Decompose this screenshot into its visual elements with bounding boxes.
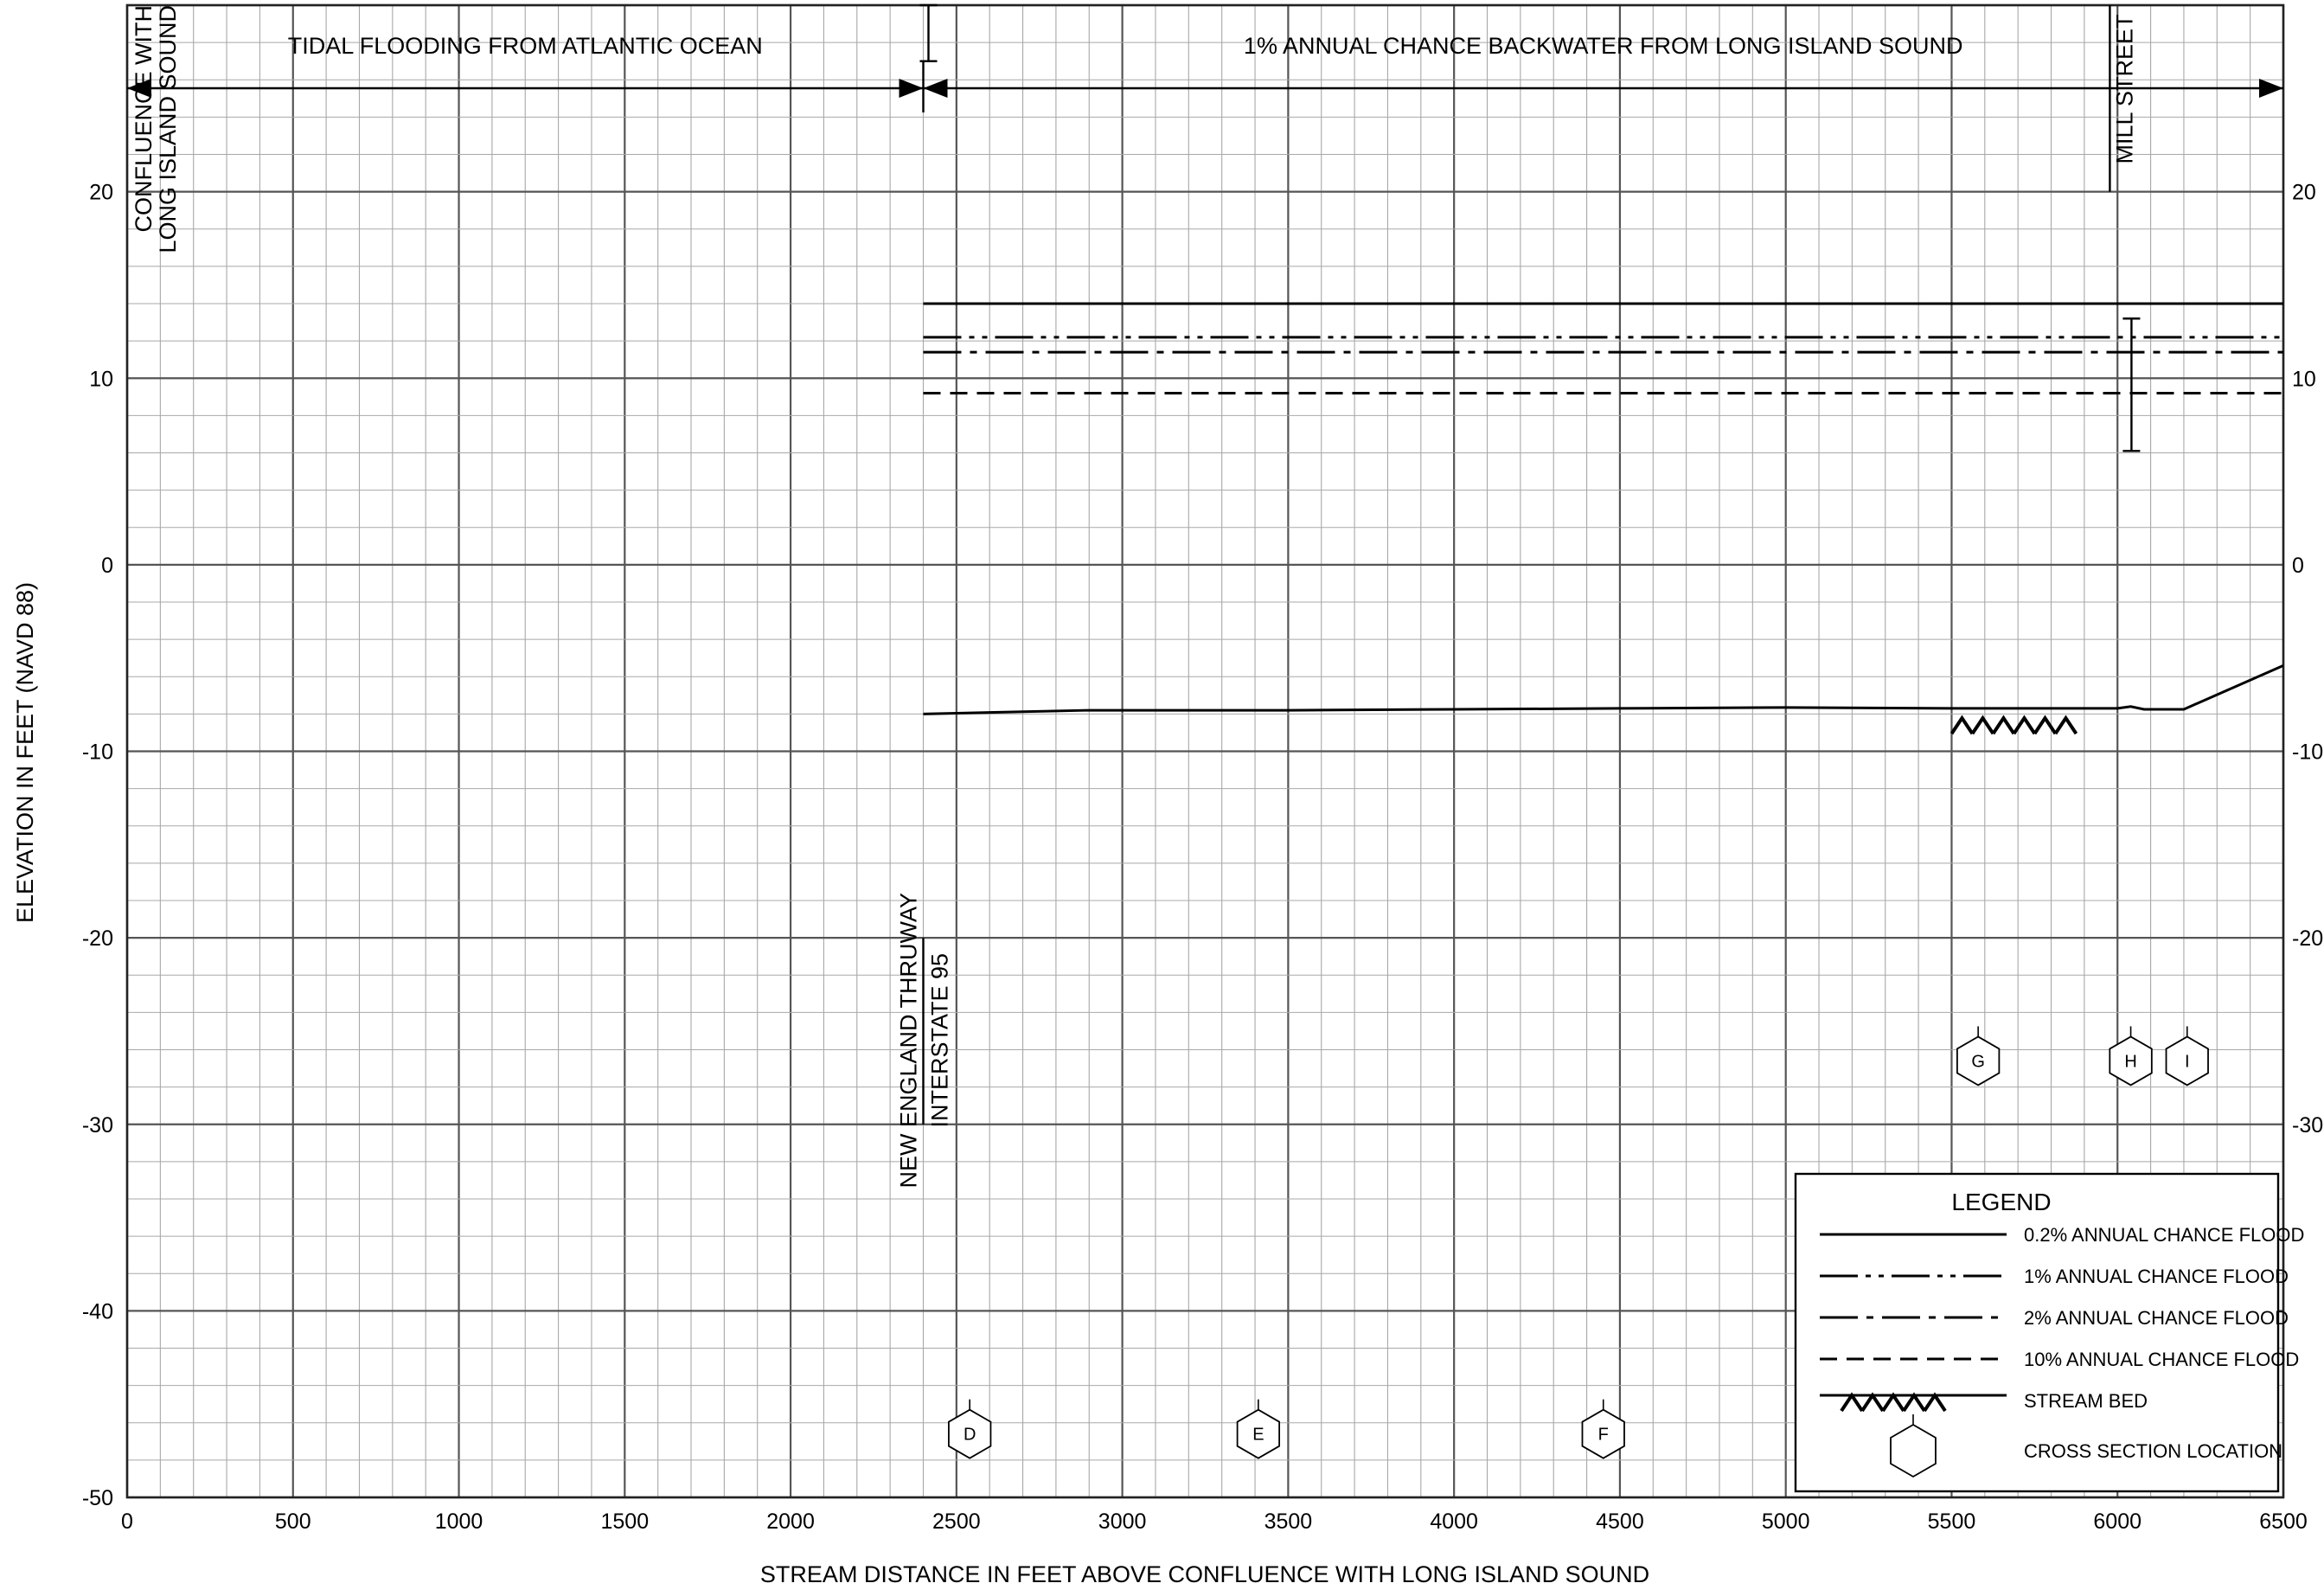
cross-section-d: D — [948, 1399, 992, 1459]
cross-section-hexagon — [2109, 1035, 2153, 1086]
stream-bed-hatch-mark — [1970, 715, 1995, 735]
stream-bed-hatch-mark — [2053, 715, 2078, 735]
x-tick-label: 5500 — [1928, 1509, 1976, 1534]
structure-label: CONFLUENCE WITH — [131, 5, 157, 233]
zone-arrow-left — [923, 79, 948, 98]
y-tick-label-left: -30 — [82, 1113, 113, 1138]
zone-label: TIDAL FLOODING FROM ATLANTIC OCEAN — [288, 33, 763, 59]
legend-label: 0.2% ANNUAL CHANCE FLOOD — [2024, 1224, 2304, 1246]
stream-bed-hatch-mark — [2012, 715, 2037, 735]
y-tick-label-right: 10 — [2292, 367, 2316, 391]
chart-grid — [125, 3, 2285, 1499]
cross-section-e: E — [1236, 1399, 1281, 1459]
x-tick-label: 1500 — [600, 1509, 649, 1534]
x-tick-label: 6000 — [2093, 1509, 2142, 1534]
cross-section-markers: D E F G H I — [948, 1026, 2209, 1459]
y-tick-label-left: 10 — [89, 367, 113, 391]
legend-label: 1% ANNUAL CHANCE FLOOD — [2024, 1266, 2289, 1287]
x-tick-label: 6500 — [2259, 1509, 2308, 1534]
x-tick-label: 0 — [121, 1509, 133, 1534]
y-axis-title: ELEVATION IN FEET (NAVD 88) — [12, 582, 38, 923]
x-tick-label: 2500 — [932, 1509, 981, 1534]
y-tick-label-left: 20 — [89, 181, 113, 205]
cross-section-hexagon — [948, 1408, 992, 1459]
cross-section-f: F — [1581, 1399, 1625, 1459]
zone-arrow-right — [2259, 79, 2283, 98]
profile-series — [923, 302, 2283, 735]
x-tick-label: 500 — [275, 1509, 311, 1534]
y-tick-label-right: -30 — [2292, 1113, 2323, 1138]
cross-section-hexagon — [1236, 1408, 1281, 1459]
plot-frame — [125, 3, 2285, 1499]
stream-bed-hatch-mark — [2033, 715, 2058, 735]
legend-label: STREAM BED — [2024, 1390, 2148, 1412]
flood-zone-annotations: TIDAL FLOODING FROM ATLANTIC OCEAN 1% ANN… — [127, 33, 2283, 112]
y-tick-label-right: 20 — [2292, 181, 2316, 205]
legend-symbol-hexagon — [1890, 1423, 1937, 1478]
cross-section-h: H — [2109, 1026, 2153, 1086]
structure-label: MILL STREET — [2111, 15, 2137, 164]
x-tick-label: 4000 — [1430, 1509, 1478, 1534]
axis-ticks: 0 500 1000 1500 2000 2500 3000 3500 4000 4500 5000… — [82, 181, 2323, 1534]
x-tick-label: 3500 — [1264, 1509, 1313, 1534]
legend-symbol-bed-hatch — [1902, 1392, 1926, 1413]
cross-section-hexagon — [2165, 1035, 2209, 1086]
cross-section-hexagon — [1956, 1035, 2001, 1086]
x-tick-label: 4500 — [1596, 1509, 1644, 1534]
stream-bed-hatch-mark — [1991, 715, 2016, 735]
legend-label: 10% ANNUAL CHANCE FLOOD — [2024, 1349, 2299, 1370]
cross-section-hexagon — [1581, 1408, 1625, 1459]
zone-label: 1% ANNUAL CHANCE BACKWATER FROM LONG ISL… — [1244, 33, 1963, 59]
y-tick-label-right: -10 — [2292, 740, 2323, 765]
x-tick-label: 2000 — [766, 1509, 815, 1534]
y-tick-label-left: -40 — [82, 1299, 113, 1324]
cross-section-label: I — [2185, 1052, 2190, 1071]
legend-box — [1794, 1172, 2280, 1493]
cross-section-i: I — [2165, 1026, 2209, 1086]
cross-section-label: D — [964, 1426, 976, 1445]
cross-section-label: G — [1971, 1052, 1985, 1071]
y-tick-label-left: 0 — [101, 554, 113, 578]
legend-symbol-bed-hatch — [1923, 1392, 1947, 1413]
x-tick-label: 5000 — [1762, 1509, 1810, 1534]
cross-section-label: F — [1598, 1426, 1609, 1445]
legend-symbol-bed-hatch — [1881, 1392, 1905, 1413]
y-tick-label-left: -20 — [82, 926, 113, 951]
cross-section-label: E — [1252, 1426, 1264, 1445]
zone-arrow-right — [899, 79, 924, 98]
y-tick-label-left: -10 — [82, 740, 113, 765]
stream-bed-hatch — [1949, 715, 2078, 735]
x-tick-label: 3000 — [1098, 1509, 1147, 1534]
y-tick-label-right: 0 — [2292, 554, 2304, 578]
x-tick-label: 1000 — [435, 1509, 483, 1534]
legend-symbol-bed-hatch — [1840, 1392, 1864, 1413]
legend: LEGEND 0.2% ANNUAL CHANCE FLOOD 1% ANNUAL … — [1794, 1172, 2304, 1493]
legend-symbol-bed-hatch — [1860, 1392, 1885, 1413]
structure-label: NEW ENGLAND THRUWAY — [895, 893, 921, 1189]
cross-section-label: H — [2124, 1052, 2136, 1071]
cross-section-g: G — [1956, 1026, 2001, 1086]
x-axis-title: STREAM DISTANCE IN FEET ABOVE CONFLUENCE… — [760, 1561, 1649, 1587]
y-tick-label-right: -20 — [2292, 926, 2323, 951]
legend-title: LEGEND — [1951, 1189, 2051, 1215]
legend-label: CROSS SECTION LOCATION — [2024, 1440, 2282, 1462]
structure-label: INTERSTATE 95 — [926, 953, 952, 1128]
structure-label: LONG ISLAND SOUND — [155, 5, 181, 253]
stream-bed-hatch-mark — [1949, 715, 1975, 735]
zone-arrow-left — [127, 79, 151, 98]
y-tick-label-left: -50 — [82, 1486, 113, 1510]
legend-label: 2% ANNUAL CHANCE FLOOD — [2024, 1307, 2289, 1329]
series-line-bed — [923, 663, 2283, 715]
